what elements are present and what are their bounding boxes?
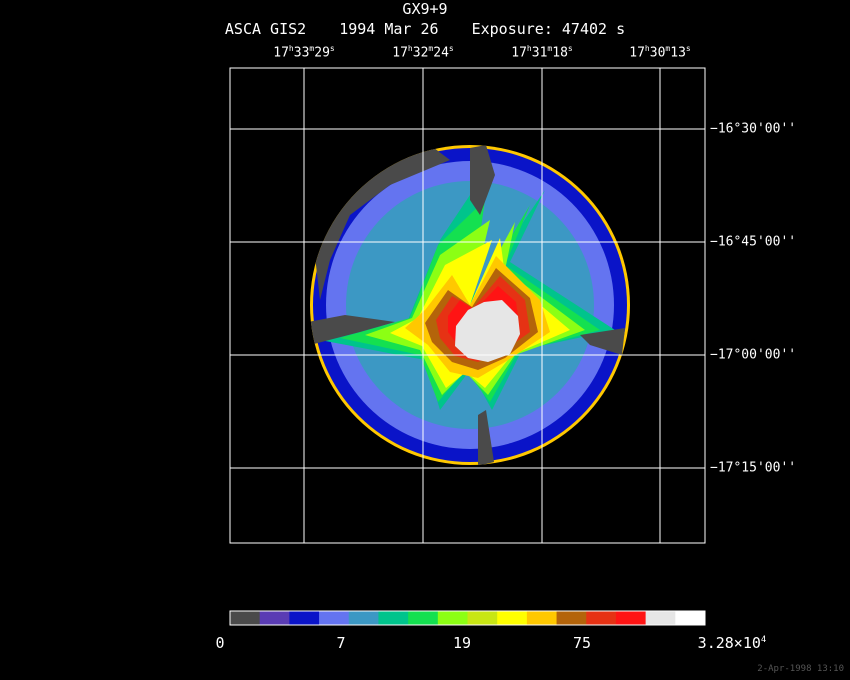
- colorbar-swatch: [556, 611, 587, 625]
- observation-subtitle: ASCA GIS2 1994 Mar 26 Exposure: 47402 s: [0, 20, 850, 38]
- detector-image: [310, 145, 630, 465]
- colorbar-swatch: [437, 611, 468, 625]
- colorbar-swatch: [230, 611, 261, 625]
- dark-wedge-top: [470, 145, 495, 215]
- dec-label-3: −17°00'00'': [710, 347, 797, 363]
- coordinate-grid: [229, 67, 706, 544]
- colorbar-swatch: [497, 611, 528, 625]
- colorbar-swatch: [526, 611, 558, 625]
- colorbar-label-1: 7: [336, 634, 346, 652]
- ra-label-4: 17h30m13s: [629, 44, 691, 61]
- colorbar-swatch: [319, 611, 350, 625]
- timestamp-footer: 2-Apr-1998 13:10: [757, 664, 844, 674]
- colorbar-swatch: [675, 611, 706, 625]
- colorbar-swatch: [289, 611, 320, 625]
- colorbar-swatch: [615, 611, 647, 625]
- colorbar-swatch: [378, 611, 409, 625]
- ra-label-3: 17h31m18s: [511, 44, 573, 61]
- source-title: GX9+9: [402, 0, 448, 18]
- dark-wedge-right: [580, 328, 625, 355]
- colorbar: [230, 611, 706, 625]
- dec-label-1: −16°30'00'': [710, 121, 797, 137]
- ra-label-1: 17h33m29s: [273, 44, 335, 61]
- colorbar-label-2: 19: [452, 634, 472, 652]
- dec-label-4: −17°15'00'': [710, 460, 797, 476]
- colorbar-swatch: [259, 611, 290, 625]
- colorbar-label-0: 0: [215, 634, 225, 652]
- colorbar-label-3: 75: [572, 634, 592, 652]
- colorbar-swatch: [645, 611, 676, 625]
- dark-wedge-bottom: [478, 410, 494, 465]
- exposure-label: Exposure: 47402 s: [471, 20, 626, 38]
- colorbar-label-max: 3.28×104: [697, 634, 767, 652]
- colorbar-swatch: [586, 611, 617, 625]
- instrument-label: ASCA GIS2: [224, 20, 307, 38]
- colorbar-frame: [229, 610, 706, 626]
- ra-label-2: 17h32m24s: [392, 44, 454, 61]
- saturated-core: [455, 300, 520, 362]
- colorbar-swatch: [467, 611, 498, 625]
- dec-label-2: −16°45'00'': [710, 234, 797, 250]
- colorbar-swatch: [348, 611, 379, 625]
- colorbar-swatch: [408, 611, 439, 625]
- date-label: 1994 Mar 26: [339, 20, 439, 38]
- dark-wedge-left: [310, 315, 395, 345]
- plot-frame: [229, 67, 706, 544]
